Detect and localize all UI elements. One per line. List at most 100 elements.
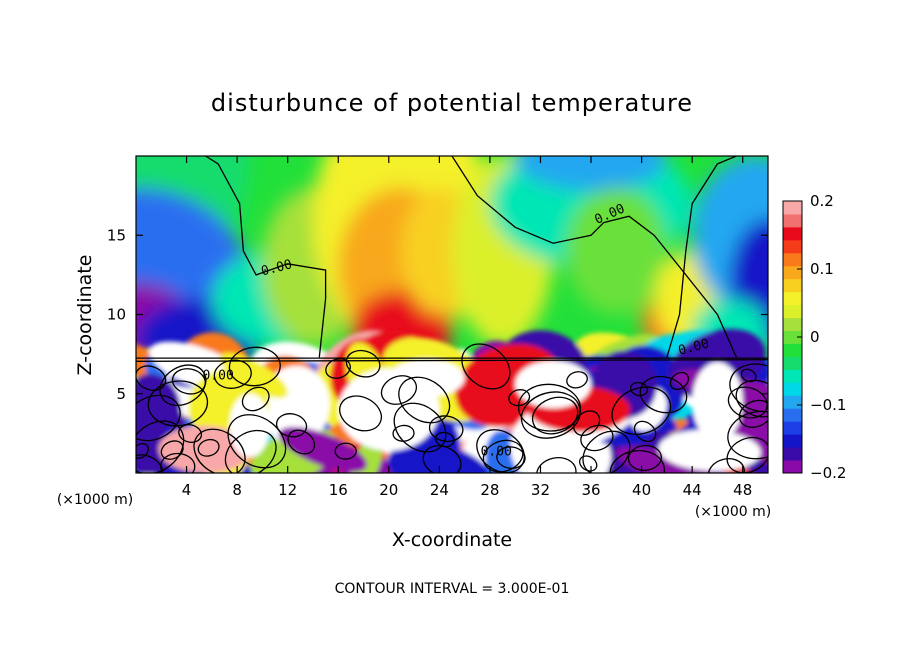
colorbar-swatch (783, 317, 802, 332)
x-tick-label: 44 (683, 481, 702, 499)
contour-line (611, 386, 672, 435)
contour-line (508, 389, 531, 407)
contour-line (334, 442, 357, 460)
contour-line (629, 381, 649, 397)
contour-line (738, 399, 768, 428)
contour-line (707, 458, 745, 473)
colorbar-swatch (783, 395, 802, 409)
contour-line (136, 454, 164, 473)
contour-line (566, 371, 588, 389)
contour-line (345, 349, 381, 378)
contour-line (160, 440, 184, 460)
contour-line (582, 430, 631, 473)
x-tick-label: 32 (531, 481, 550, 499)
contour-line (496, 446, 526, 469)
x-tick-label: 40 (632, 481, 651, 499)
contour-line (393, 402, 447, 453)
colorbar-swatch (783, 201, 802, 215)
colorbar-swatch (783, 460, 802, 474)
field-saturated (692, 362, 743, 442)
field-saturated (388, 358, 465, 397)
x-tick-label: 48 (733, 481, 752, 499)
contour-line (578, 455, 598, 472)
x-unit-right: (×1000 m) (695, 504, 771, 520)
contour-label: 0.00 (481, 445, 512, 460)
contour-line (159, 364, 207, 407)
contour-line (580, 424, 614, 452)
x-tick-label: 24 (430, 481, 449, 499)
contour-line (398, 376, 451, 424)
field-smooth (136, 156, 768, 378)
contour-line (422, 445, 462, 473)
contour-line (287, 429, 316, 455)
contour-line (735, 379, 768, 418)
contour-line (669, 371, 690, 391)
field-blob (565, 187, 667, 315)
colorbar-swatch (783, 343, 802, 357)
field-blob (515, 156, 667, 191)
x-tick-label: 36 (581, 481, 600, 499)
contour-line (339, 395, 383, 432)
colorbar-swatch (783, 421, 802, 435)
colorbar-swatch (783, 213, 802, 228)
field-eddy (387, 442, 494, 473)
y-axis-label: Z-coordinate (74, 255, 96, 376)
contour-line (428, 415, 464, 443)
contour-line (325, 358, 351, 379)
y-axis: 5 10 15 (107, 226, 768, 403)
field-eddy (658, 429, 761, 472)
contour-label: 0.00 (260, 257, 294, 279)
contour-line (136, 420, 185, 473)
colorbar-tick-label: 0.1 (810, 260, 834, 278)
x-tick-label: 8 (232, 481, 242, 499)
contour-line (147, 380, 209, 427)
x-tick-label: 20 (379, 481, 398, 499)
contour-line (451, 156, 737, 358)
colorbar-swatch (783, 252, 802, 267)
contour-line (609, 450, 665, 473)
y-tick-label: 5 (116, 385, 126, 403)
x-tick-label: 28 (480, 481, 499, 499)
colorbar: 0.2 0.1 0 −0.1 −0.2 (782, 192, 846, 482)
contour-line (531, 396, 579, 435)
contour-line (520, 391, 581, 439)
x-unit-left: (×1000 m) (57, 492, 133, 508)
field-eddy (278, 426, 367, 473)
contour-line (227, 414, 287, 469)
contour-line (205, 156, 327, 358)
contour-line (136, 442, 150, 459)
colorbar-tick-label: 0.2 (810, 192, 834, 210)
x-tick-label: 4 (182, 481, 192, 499)
colorbar-swatch (783, 330, 802, 344)
contour-line (160, 452, 196, 473)
contour-line (639, 375, 688, 414)
contour-line (275, 413, 308, 438)
contour-line (241, 386, 270, 412)
contour-line (178, 424, 203, 443)
colorbar-swatch (783, 304, 802, 319)
contour-line (740, 368, 757, 383)
colorbar-swatch (783, 447, 802, 461)
contour-line (627, 444, 662, 472)
colorbar-tick-label: 0 (810, 328, 820, 346)
y-tick-label: 10 (107, 306, 126, 324)
x-axis: 4 8 12 16 20 24 28 32 36 40 44 48 (182, 156, 752, 499)
x-tick-label: 16 (329, 481, 348, 499)
x-axis-label: X-coordinate (392, 529, 512, 551)
contour-line (228, 346, 281, 387)
contour-label: 0.00 (677, 336, 711, 358)
contour-line (136, 394, 181, 442)
contour-line (461, 343, 511, 390)
colorbar-swatch (783, 239, 802, 254)
contour-line (666, 156, 737, 358)
contour-line (193, 428, 246, 473)
colorbar-swatch (783, 369, 802, 383)
colorbar-swatch (783, 382, 802, 396)
field-saturated (229, 393, 270, 458)
x-tick-label: 12 (278, 481, 297, 499)
colorbar-swatch (783, 265, 802, 280)
colorbar-swatch (783, 278, 802, 293)
colorbar-swatch (783, 356, 802, 370)
colorbar-swatch (783, 434, 802, 448)
